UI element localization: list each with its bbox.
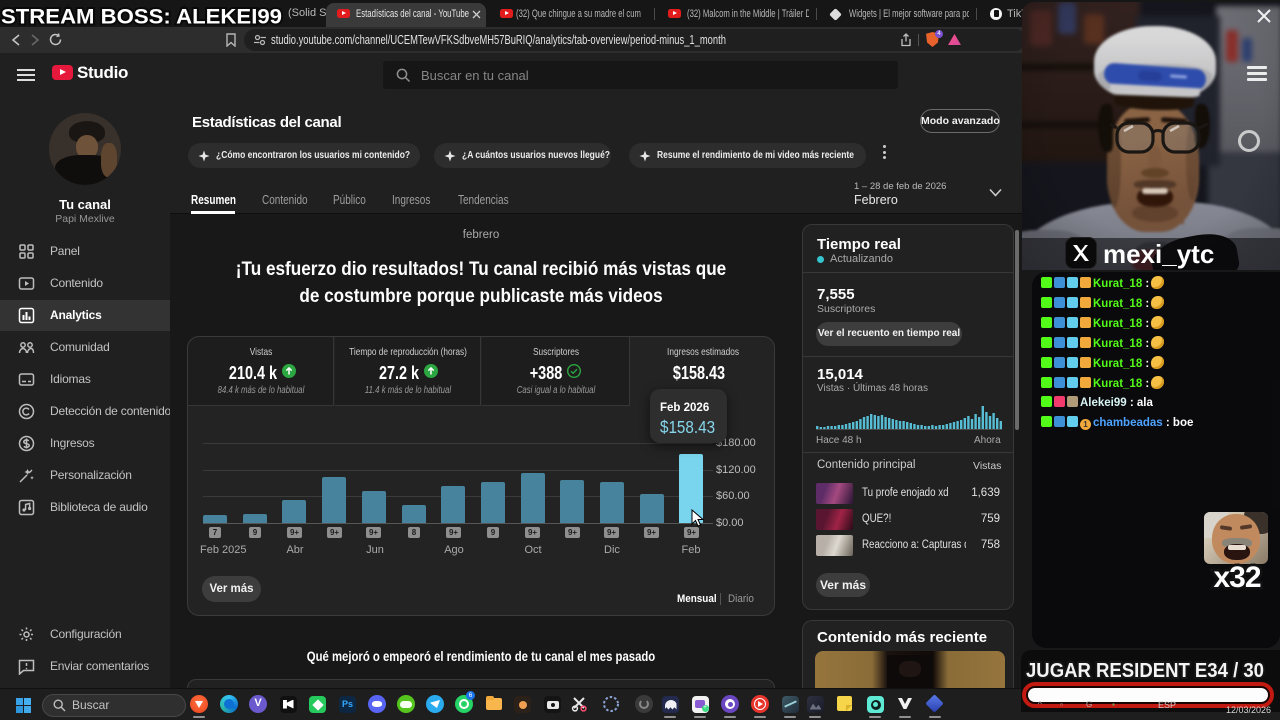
- svg-text:STREAM BOSS: ALEKEI99: STREAM BOSS: ALEKEI99: [1, 6, 282, 29]
- svg-text:x32: x32: [1213, 561, 1260, 594]
- svg-text:JUGAR RESIDENT E34 / 30: JUGAR RESIDENT E34 / 30: [1026, 660, 1264, 682]
